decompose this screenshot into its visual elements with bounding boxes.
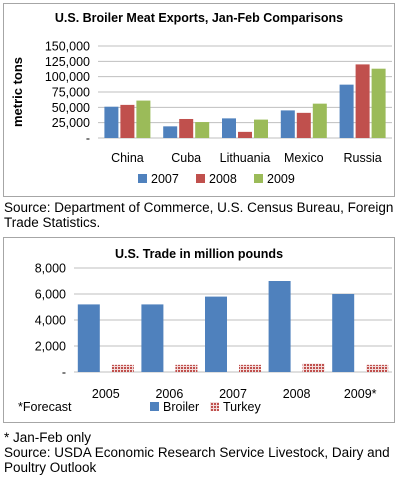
- broiler-exports-chart-panel: U.S. Broiler Meat Exports, Jan-Feb Compa…: [3, 3, 395, 197]
- chart2-title: U.S. Trade in million pounds: [114, 247, 284, 261]
- chart2-ytick-label: 2,000: [35, 340, 66, 354]
- chart1-legend-swatch-2: [254, 174, 263, 183]
- footnote: * Jan-Feb only: [4, 430, 92, 445]
- chart1-legend-label-2: 2009: [267, 172, 295, 186]
- chart1-ytick-label: 50,000: [52, 101, 90, 115]
- chart2-bar-turkey-2005: [111, 364, 134, 372]
- us-trade-chart-panel: U.S. Trade in million pounds - 2,000 4,000…: [3, 237, 395, 423]
- chart2-ytick-label: 4,000: [35, 314, 66, 328]
- chart2-bar-broiler-2006: [141, 304, 164, 372]
- chart2-xtick-label: 2006: [155, 387, 183, 401]
- chart1-bar-2007-lithuania: [222, 118, 236, 138]
- chart1-bar-2009-russia: [371, 68, 386, 138]
- chart2-plot: - 2,000 4,000 6,000 8,000 2005 2006 2007 2008 200…: [18, 262, 392, 414]
- chart1-title: U.S. Broiler Meat Exports, Jan-Feb Compa…: [54, 11, 344, 25]
- chart1-xtick-label: Russia: [343, 151, 381, 165]
- chart2-forecast-note: *Forecast: [18, 400, 72, 414]
- chart2-bar-broiler-2005: [77, 304, 100, 372]
- chart1-bar-2009-cuba: [195, 122, 210, 138]
- source-text-2: Source: USDA Economic Research Service L…: [4, 445, 390, 475]
- chart2-xtick-label: 2009*: [344, 387, 377, 401]
- chart2-bar-turkey-2006: [175, 364, 198, 372]
- chart1-xtick-label: Cuba: [171, 151, 201, 165]
- chart1-bar-2009-lithuania: [254, 119, 268, 138]
- chart2-legend-label-0: Broiler: [163, 400, 199, 414]
- chart2-xtick-label: 2007: [219, 387, 247, 401]
- chart2-xtick-label: 2008: [283, 387, 311, 401]
- source-text-1: Source: Department of Commerce, U.S. Cen…: [4, 200, 394, 230]
- chart1-xtick-label: China: [111, 151, 144, 165]
- chart2-xtick-label: 2005: [92, 387, 120, 401]
- chart1-legend-label-1: 2008: [209, 172, 237, 186]
- chart2-bar-broiler-2007: [205, 296, 227, 372]
- chart1-bar-2009-mexico: [312, 103, 327, 138]
- chart1-bar-2008-mexico: [296, 112, 311, 138]
- chart2-ytick-label: -: [62, 366, 66, 380]
- chart1-bar-2007-cuba: [163, 126, 178, 138]
- chart2-bar-broiler-2009: [332, 294, 355, 372]
- chart1-legend-label-0: 2007: [151, 172, 179, 186]
- chart1-xtick-label: Lithuania: [220, 151, 271, 165]
- chart1-ytick-label: 150,000: [45, 40, 90, 54]
- chart1-bar-2008-russia: [355, 64, 370, 138]
- chart1-ytick-label: 75,000: [52, 86, 90, 100]
- chart1-legend-swatch-0: [138, 174, 147, 183]
- chart2-legend-swatch-1: [210, 402, 219, 411]
- chart1-ytick-label: 100,000: [45, 70, 90, 84]
- chart1-ytick-label: -: [86, 132, 90, 146]
- chart1-bar-2009-china: [136, 100, 151, 138]
- chart1-xtick-label: Mexico: [284, 151, 324, 165]
- chart2-ytick-label: 8,000: [35, 262, 66, 276]
- chart1-ytick-label: 125,000: [45, 55, 90, 69]
- chart1-bar-2007-mexico: [280, 110, 295, 138]
- chart2-legend-swatch-0: [150, 402, 159, 411]
- chart2-bar-broiler-2008: [268, 281, 291, 372]
- chart1-bar-2008-cuba: [179, 118, 194, 138]
- chart2-ytick-label: 6,000: [35, 288, 66, 302]
- chart1-ylabel: metric tons: [10, 57, 25, 127]
- chart1-bar-2008-china: [120, 104, 135, 138]
- chart2-legend-label-1: Turkey: [223, 400, 261, 414]
- chart2-bar-turkey-2007: [239, 364, 261, 372]
- chart2-bar-turkey-2008: [302, 363, 325, 372]
- chart2-bar-turkey-2009: [366, 364, 389, 372]
- chart1-ytick-label: 25,000: [52, 116, 90, 130]
- chart1-bar-2008-lithuania: [238, 131, 252, 138]
- chart1-bar-2007-china: [104, 106, 119, 138]
- chart1-bar-2007-russia: [339, 84, 354, 138]
- chart1-legend-swatch-1: [196, 174, 205, 183]
